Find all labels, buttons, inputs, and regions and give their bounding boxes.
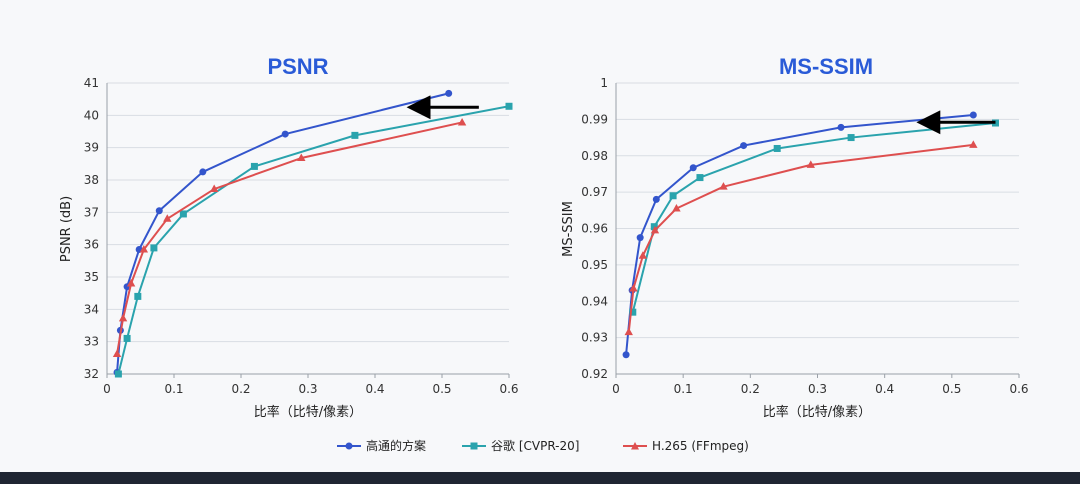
ms-ssim-y-tick-label: 0.94 [581, 294, 608, 308]
ms-ssim-x-tick-label: 0 [612, 382, 620, 396]
ms-ssim-point-square [669, 192, 677, 200]
ms-ssim-point-triangle [806, 160, 815, 168]
psnr-y-axis-label: PSNR (dB) [59, 196, 74, 262]
psnr-x-tick-label: 0.2 [231, 382, 250, 396]
ms-ssim-point-square [650, 223, 658, 231]
psnr-point-circle [445, 89, 453, 97]
ms-ssim-point-square [773, 144, 781, 152]
ms-ssim-series-line-3 [627, 143, 974, 333]
psnr-y-tick-label: 37 [84, 205, 99, 219]
ms-ssim-series-line-2 [631, 122, 996, 313]
ms-ssim-chart: MS-SSIM 0.92 0.93 0.94 0.95 0.96 0.97 0.98 0.99… [561, 54, 1029, 420]
psnr-y-tick-label: 40 [84, 108, 99, 122]
ms-ssim-point-triangle [719, 182, 728, 190]
psnr-y-tick-label: 35 [84, 270, 99, 284]
ms-ssim-point-circle [837, 123, 845, 131]
ms-ssim-point-circle [740, 142, 748, 150]
psnr-point-square [179, 210, 187, 218]
psnr-point-square [505, 102, 513, 110]
ms-ssim-x-tick-label: 0.5 [942, 382, 961, 396]
legend: 高通的方案 谷歌 [CVPR-20] H.265 (FFmpeg) [337, 438, 749, 453]
ms-ssim-point-triangle [629, 284, 638, 292]
psnr-y-tick-label: 34 [84, 302, 99, 316]
ms-ssim-series-line-1 [625, 114, 974, 355]
ms-ssim-y-axis-label: MS-SSIM [561, 201, 576, 257]
bottom-bar [0, 472, 1080, 484]
ms-ssim-point-triangle [969, 140, 978, 148]
legend-marker-circle [345, 442, 353, 450]
ms-ssim-chart-title: MS-SSIM [779, 54, 873, 79]
psnr-series-line-3 [116, 121, 463, 355]
psnr-point-square [114, 370, 122, 378]
ms-ssim-x-tick-label: 0.3 [808, 382, 827, 396]
legend-item-qualcomm: 高通的方案 [337, 438, 426, 453]
psnr-y-tick-label: 41 [84, 76, 99, 90]
ms-ssim-y-tick-label: 1 [600, 76, 608, 90]
legend-item-h265: H.265 (FFmpeg) [623, 439, 749, 453]
legend-marker-triangle [631, 442, 639, 450]
ms-ssim-point-square [629, 308, 637, 316]
psnr-x-tick-label: 0 [103, 382, 111, 396]
psnr-y-tick-label: 38 [84, 173, 99, 187]
psnr-point-square [150, 244, 158, 252]
psnr-point-circle [199, 168, 207, 176]
psnr-y-tick-label: 39 [84, 141, 99, 155]
psnr-point-square [123, 334, 131, 342]
ms-ssim-x-tick-label: 0.1 [674, 382, 693, 396]
ms-ssim-x-tick-label: 0.6 [1009, 382, 1028, 396]
psnr-y-tick-label: 33 [84, 335, 99, 349]
psnr-x-tick-label: 0.5 [432, 382, 451, 396]
psnr-x-tick-label: 0.3 [298, 382, 317, 396]
psnr-point-triangle [297, 153, 306, 162]
psnr-x-tick-label: 0.1 [164, 382, 183, 396]
psnr-x-axis-label: 比率（比特/像素） [254, 404, 362, 420]
psnr-chart: PSNR 32 33 34 35 36 37 38 39 40 41 0 0.1 0.2 0.3 0.4 0.… [59, 54, 519, 420]
legend-item-google: 谷歌 [CVPR-20] [462, 438, 579, 453]
legend-label: 谷歌 [CVPR-20] [491, 438, 579, 453]
psnr-point-circle [155, 207, 163, 215]
psnr-point-circle [281, 130, 289, 138]
psnr-point-triangle [112, 349, 122, 357]
psnr-x-tick-label: 0.4 [365, 382, 384, 396]
ms-ssim-point-triangle [672, 203, 681, 212]
psnr-y-tick-label: 36 [84, 238, 99, 252]
ms-ssim-y-tick-label: 0.98 [581, 149, 608, 163]
ms-ssim-point-square [696, 174, 704, 182]
ms-ssim-point-circle [969, 111, 977, 119]
ms-ssim-point-circle [689, 164, 697, 172]
ms-ssim-x-tick-label: 0.4 [875, 382, 894, 396]
psnr-point-square [351, 131, 359, 139]
legend-marker-square [470, 442, 478, 450]
ms-ssim-point-circle [636, 234, 644, 242]
psnr-point-triangle [210, 184, 219, 193]
ms-ssim-point-triangle [624, 327, 633, 336]
psnr-point-square [134, 292, 142, 300]
psnr-chart-title: PSNR [267, 54, 328, 79]
ms-ssim-point-circle [652, 195, 660, 203]
psnr-y-tick-label: 32 [84, 367, 99, 381]
psnr-point-square [250, 162, 258, 170]
psnr-series-line-2 [117, 105, 510, 375]
psnr-point-triangle [118, 313, 128, 322]
ms-ssim-y-tick-label: 0.96 [581, 222, 608, 236]
legend-label: 高通的方案 [366, 438, 426, 453]
psnr-point-triangle [139, 245, 149, 253]
ms-ssim-point-triangle [650, 225, 660, 234]
psnr-point-triangle [126, 278, 136, 287]
psnr-point-triangle [457, 117, 467, 126]
ms-ssim-y-tick-label: 0.95 [581, 258, 608, 272]
ms-ssim-y-tick-label: 0.93 [581, 331, 608, 345]
ms-ssim-point-square [847, 134, 855, 142]
ms-ssim-x-axis-label: 比率（比特/像素） [763, 404, 871, 420]
ms-ssim-y-tick-label: 0.92 [581, 367, 608, 381]
legend-label: H.265 (FFmpeg) [652, 439, 749, 453]
ms-ssim-point-triangle [638, 251, 648, 259]
ms-ssim-point-circle [622, 351, 630, 359]
psnr-point-triangle [163, 214, 172, 222]
chart-figure: PSNR 32 33 34 35 36 37 38 39 40 41 0 0.1 0.2 0.3 0.4 0.… [59, 54, 1029, 453]
ms-ssim-x-tick-label: 0.2 [741, 382, 760, 396]
psnr-x-tick-label: 0.6 [499, 382, 518, 396]
ms-ssim-y-tick-label: 0.99 [581, 112, 608, 126]
ms-ssim-y-tick-label: 0.97 [581, 185, 608, 199]
